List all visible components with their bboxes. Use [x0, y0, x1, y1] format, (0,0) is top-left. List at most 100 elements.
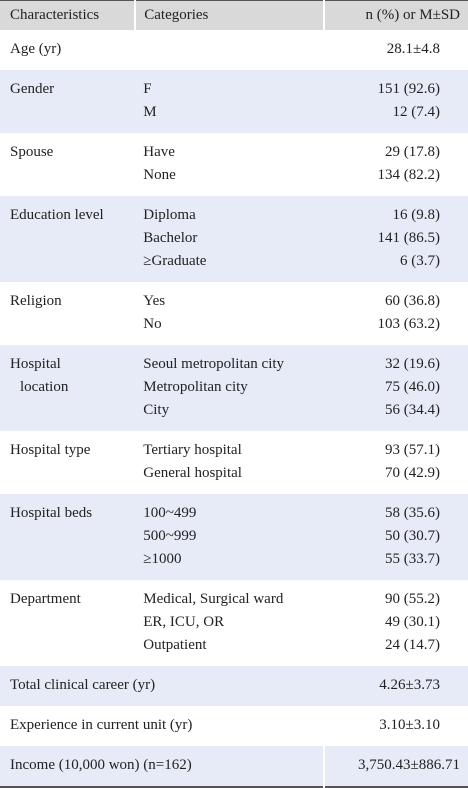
characteristic-cell: Spouse	[0, 133, 135, 196]
characteristic-cell: Total clinical career (yr)	[0, 666, 325, 706]
characteristic-cell: Religion	[0, 282, 135, 345]
value-text: 49 (30.1)	[385, 614, 440, 630]
characteristic-cell: Age (yr)	[0, 30, 324, 70]
category-text: F	[143, 81, 152, 97]
characteristic-text: Hospital type	[10, 442, 91, 458]
value-text: 103 (63.2)	[377, 316, 441, 332]
category-cell: Seoul metropolitan city Metropolitan city…	[135, 345, 325, 431]
characteristic-text: Total clinical career (yr)	[10, 677, 156, 693]
characteristic-text: Religion	[10, 293, 62, 309]
value-text: 6 (3.7)	[400, 253, 440, 269]
value-text: 56 (34.4)	[385, 402, 440, 418]
header-cell: Categories	[134, 0, 326, 30]
table-row: Income (10,000 won) (n=162) 3,750.43±886.…	[0, 746, 468, 787]
value-text: 28.1±4.8	[386, 41, 440, 57]
value-cell: 32 (19.6) 75 (46.0) 56 (34.4)	[324, 345, 468, 431]
table-row: Religion Yes No 60 (36.8) 103 (63.2)	[0, 282, 468, 345]
value-text: 32 (19.6)	[385, 356, 440, 372]
table-body: Age (yr) 28.1±4.8 Gender F M 151 (92.6) 12 (7.…	[0, 30, 468, 787]
category-text: Bachelor	[143, 230, 198, 246]
characteristic-text: Experience in current unit (yr)	[10, 717, 193, 733]
value-text: 90 (55.2)	[385, 591, 440, 607]
category-cell: Diploma Bachelor ≥Graduate	[135, 196, 325, 282]
table-row: Spouse Have None 29 (17.8) 134 (82.2)	[0, 133, 468, 196]
value-text: 75 (46.0)	[385, 379, 440, 395]
value-cell: 28.1±4.8	[324, 30, 468, 70]
value-cell: 93 (57.1) 70 (42.9)	[324, 431, 468, 494]
characteristic-text: Spouse	[10, 144, 54, 160]
value-cell: 90 (55.2) 49 (30.1) 24 (14.7)	[324, 580, 468, 666]
category-text: No	[143, 316, 162, 332]
table-row: Hospital beds 100~499 500~999 ≥1000 58 (35.6…	[0, 494, 468, 580]
characteristic-cell: Hospital type	[0, 431, 135, 494]
value-text: 134 (82.2)	[377, 167, 441, 183]
characteristic-text: Hospital beds	[10, 505, 93, 521]
category-text: 500~999	[143, 528, 197, 544]
value-text: 141 (86.5)	[377, 230, 441, 246]
header-cell: n (%) or M±SD	[324, 0, 468, 30]
value-text: 50 (30.7)	[385, 528, 440, 544]
table-row: Hospital location Seoul metropolitan city M…	[0, 345, 468, 431]
category-text: ≥Graduate	[143, 253, 207, 269]
table-row: Age (yr) 28.1±4.8	[0, 30, 468, 70]
category-text: Outpatient	[143, 637, 207, 653]
table-row: Department Medical, Surgical ward ER, ICU,…	[0, 580, 468, 666]
value-text: 12 (7.4)	[392, 104, 441, 120]
characteristic-text: Hospital	[10, 356, 61, 372]
characteristic-cell: Education level	[0, 196, 136, 282]
value-cell: 29 (17.8) 134 (82.2)	[324, 133, 468, 196]
category-text: 100~499	[143, 505, 197, 521]
value-text: 24 (14.7)	[385, 637, 440, 653]
value-text: 151 (92.6)	[377, 81, 441, 97]
table-row: Experience in current unit (yr) 3.10±3.10	[0, 706, 468, 746]
category-cell: Yes No	[135, 282, 324, 345]
category-text: Yes	[143, 293, 166, 309]
characteristic-cell: Department	[0, 580, 135, 666]
value-text: 3.10±3.10	[379, 717, 440, 733]
value-text: 58 (35.6)	[385, 505, 440, 521]
characteristic-text: Education level	[10, 207, 104, 223]
header-cell: Characteristics	[0, 0, 136, 30]
category-text: None	[143, 167, 176, 183]
category-cell: Medical, Surgical ward ER, ICU, OR Outpati…	[135, 580, 324, 666]
value-cell: 58 (35.6) 50 (30.7) 55 (33.7)	[324, 494, 468, 580]
value-text: 3,750.43±886.71	[358, 757, 460, 773]
characteristic-cell: Gender	[0, 70, 136, 133]
value-cell: 4.26±3.73	[324, 666, 468, 706]
value-text: 29 (17.8)	[385, 144, 440, 160]
header-row: Characteristics Categories n (%) or M±SD	[0, 0, 468, 30]
category-text: General hospital	[143, 465, 242, 481]
category-text: Diploma	[143, 207, 196, 223]
value-text: 4.26±3.73	[379, 677, 440, 693]
characteristic-text: Income (10,000 won) (n=162)	[10, 757, 192, 773]
category-text: ER, ICU, OR	[143, 614, 225, 630]
category-cell: 100~499 500~999 ≥1000	[135, 494, 325, 580]
table-row: Gender F M 151 (92.6) 12 (7.4)	[0, 70, 468, 133]
characteristic-text: Age (yr)	[10, 41, 62, 57]
table-row: Hospital type Tertiary hospital General ho…	[0, 431, 468, 494]
characteristic-cell: Income (10,000 won) (n=162)	[0, 746, 325, 787]
category-text: City	[143, 402, 170, 418]
table-row: Education level Diploma Bachelor ≥Graduate 1…	[0, 196, 468, 282]
value-cell: 60 (36.8) 103 (63.2)	[324, 282, 468, 345]
characteristic-text: Department	[10, 591, 81, 607]
characteristic-text: location	[20, 379, 69, 395]
category-text: Medical, Surgical ward	[143, 591, 284, 607]
characteristic-cell: Hospital beds	[0, 494, 136, 580]
category-cell: Tertiary hospital General hospital	[135, 431, 324, 494]
category-text: M	[143, 104, 157, 120]
value-text: 93 (57.1)	[385, 442, 440, 458]
category-cell: Have None	[135, 133, 324, 196]
category-text: Have	[143, 144, 175, 160]
value-cell: 16 (9.8) 141 (86.5) 6 (3.7)	[324, 196, 468, 282]
category-text: Seoul metropolitan city	[143, 356, 285, 372]
category-text: ≥1000	[143, 551, 182, 567]
characteristic-cell: Hospital location	[0, 345, 136, 431]
value-text: 55 (33.7)	[385, 551, 440, 567]
value-cell: 151 (92.6) 12 (7.4)	[324, 70, 468, 133]
value-text: 16 (9.8)	[392, 207, 441, 223]
value-text: 70 (42.9)	[385, 465, 440, 481]
value-text: 60 (36.8)	[385, 293, 440, 309]
